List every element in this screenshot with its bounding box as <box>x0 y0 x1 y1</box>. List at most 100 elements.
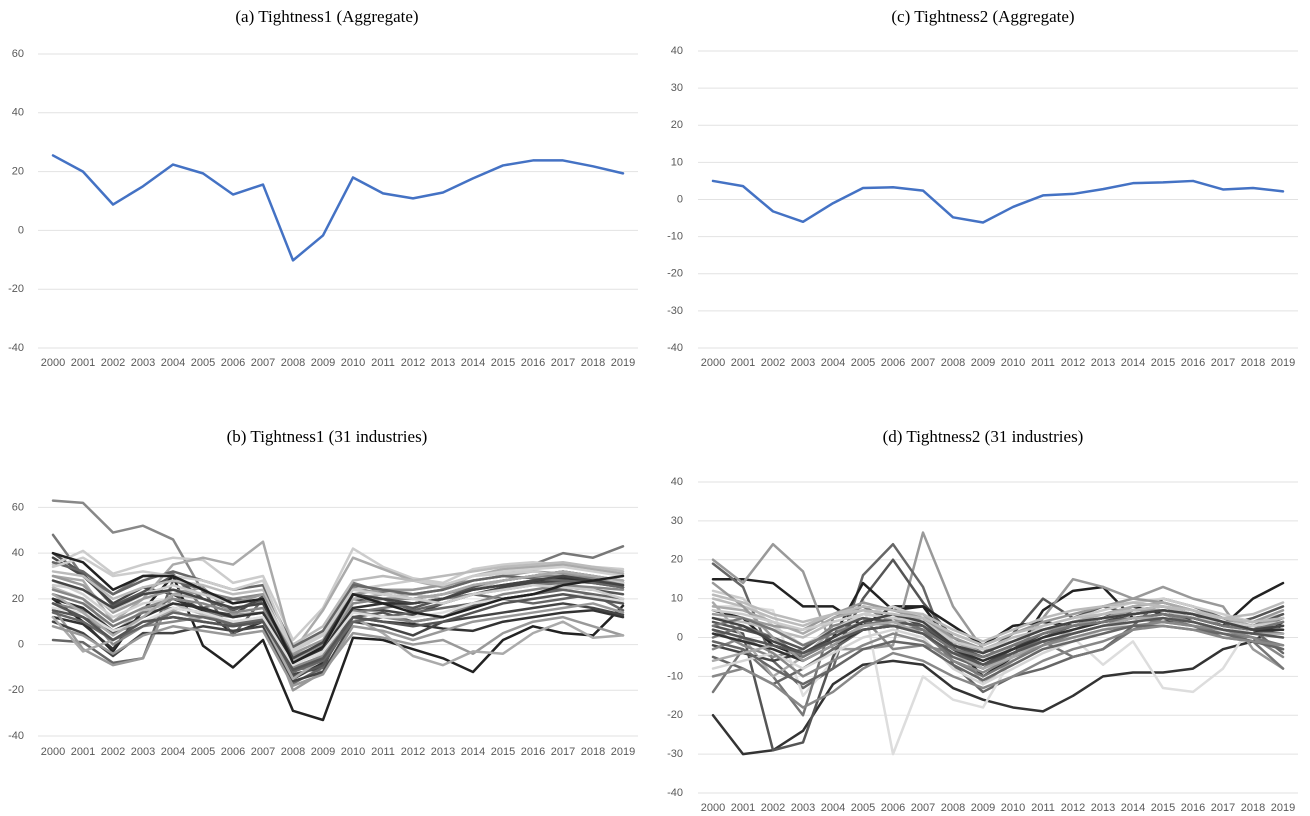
x-tick-label: 2004 <box>821 802 845 814</box>
x-tick-label: 2003 <box>791 802 815 814</box>
x-tick-label: 2019 <box>1271 802 1295 814</box>
chart-panel: (a) Tightness1 (Aggregate) -40 -20 0 20 40 60 2… <box>8 7 638 369</box>
x-tick-label: 2007 <box>251 357 275 369</box>
x-tick-label: 2002 <box>101 357 125 369</box>
x-tick-label: 2006 <box>881 357 905 369</box>
x-tick-label: 2000 <box>41 746 65 758</box>
y-tick-label: 20 <box>671 119 683 131</box>
y-tick-label: -40 <box>667 342 683 354</box>
data-line <box>711 620 1285 756</box>
x-tick-label: 2014 <box>1121 802 1145 814</box>
y-tick-label: -40 <box>8 342 24 354</box>
y-tick-label: 30 <box>671 82 683 94</box>
x-tick-label: 2012 <box>1061 802 1085 814</box>
x-tick-label: 2001 <box>71 357 95 369</box>
y-tick-label: -20 <box>667 709 683 721</box>
x-tick-label: 2018 <box>1241 357 1265 369</box>
x-tick-label: 2015 <box>1151 802 1175 814</box>
x-tick-label: 2007 <box>251 746 275 758</box>
x-tick-label: 2004 <box>161 746 185 758</box>
x-tick-label: 2005 <box>191 357 215 369</box>
x-tick-label: 2019 <box>611 746 635 758</box>
x-tick-label: 2006 <box>221 357 245 369</box>
x-tick-label: 2005 <box>851 357 875 369</box>
x-tick-label: 2012 <box>401 357 425 369</box>
x-tick-label: 2002 <box>761 802 785 814</box>
x-tick-label: 2019 <box>611 357 635 369</box>
y-tick-label: 40 <box>671 45 683 57</box>
data-line <box>51 565 625 665</box>
x-tick-label: 2000 <box>701 357 725 369</box>
x-tick-label: 2001 <box>731 802 755 814</box>
x-tick-label: 2014 <box>461 357 485 369</box>
x-tick-label: 2017 <box>551 746 575 758</box>
x-tick-label: 2007 <box>911 357 935 369</box>
x-tick-label: 2003 <box>131 746 155 758</box>
x-tick-label: 2015 <box>491 357 515 369</box>
y-tick-label: -20 <box>8 283 24 295</box>
x-tick-label: 2013 <box>1091 357 1115 369</box>
x-tick-label: 2006 <box>221 746 245 758</box>
x-tick-label: 2002 <box>101 746 125 758</box>
y-tick-label: 40 <box>671 476 683 488</box>
x-tick-label: 2010 <box>1001 802 1025 814</box>
x-tick-label: 2011 <box>371 357 395 369</box>
x-tick-label: 2018 <box>581 746 605 758</box>
x-tick-label: 2017 <box>1211 802 1235 814</box>
data-line <box>711 179 1285 224</box>
x-tick-label: 2014 <box>1121 357 1145 369</box>
chart-panel: (b) Tightness1 (31 industries) -40 -20 0 20 4… <box>8 427 638 758</box>
y-tick-label: 40 <box>12 547 24 559</box>
y-tick-label: 40 <box>12 107 24 119</box>
chart-title: (c) Tightness2 (Aggregate) <box>891 7 1074 26</box>
data-line <box>51 154 625 262</box>
x-tick-label: 2001 <box>71 746 95 758</box>
y-tick-label: 0 <box>677 631 683 643</box>
y-tick-label: 10 <box>671 156 683 168</box>
x-tick-label: 2011 <box>1031 802 1055 814</box>
x-tick-label: 2000 <box>41 357 65 369</box>
y-tick-label: -20 <box>667 268 683 280</box>
y-tick-label: 0 <box>677 193 683 205</box>
y-tick-label: 30 <box>671 515 683 527</box>
y-tick-label: 20 <box>12 593 24 605</box>
y-tick-label: 60 <box>12 501 24 513</box>
x-tick-label: 2016 <box>521 357 545 369</box>
data-line <box>711 612 1285 659</box>
data-line <box>51 602 625 687</box>
x-tick-label: 2016 <box>1181 802 1205 814</box>
x-tick-label: 2005 <box>191 746 215 758</box>
x-tick-label: 2008 <box>281 357 305 369</box>
data-line <box>711 616 1285 666</box>
x-tick-label: 2000 <box>701 802 725 814</box>
chart-title: (d) Tightness2 (31 industries) <box>883 427 1084 446</box>
y-tick-label: -30 <box>667 748 683 760</box>
data-line <box>711 624 1285 709</box>
x-tick-label: 2013 <box>431 357 455 369</box>
chart-title: (a) Tightness1 (Aggregate) <box>235 7 418 26</box>
chart-panel: (c) Tightness2 (Aggregate) -40 -30 -20 -10 0 1… <box>667 7 1298 369</box>
data-line <box>51 593 625 671</box>
x-tick-label: 2012 <box>401 746 425 758</box>
x-tick-label: 2018 <box>1241 802 1265 814</box>
x-tick-label: 2005 <box>851 802 875 814</box>
x-tick-label: 2008 <box>281 746 305 758</box>
x-tick-label: 2006 <box>881 802 905 814</box>
y-tick-label: 20 <box>671 554 683 566</box>
x-tick-label: 2011 <box>1031 357 1055 369</box>
y-tick-label: -10 <box>667 670 683 682</box>
data-line <box>51 561 625 646</box>
data-line <box>51 547 625 642</box>
x-tick-label: 2003 <box>791 357 815 369</box>
data-line <box>711 620 1285 678</box>
y-tick-label: -10 <box>667 231 683 243</box>
x-tick-label: 2007 <box>911 802 935 814</box>
x-tick-label: 2010 <box>1001 357 1025 369</box>
x-tick-label: 2019 <box>1271 357 1295 369</box>
data-line <box>711 577 1285 678</box>
x-tick-label: 2010 <box>341 746 365 758</box>
x-tick-label: 2009 <box>971 802 995 814</box>
chart-panel: (d) Tightness2 (31 industries) -40 -30 -20 -… <box>667 427 1298 814</box>
y-tick-label: 0 <box>18 638 24 650</box>
